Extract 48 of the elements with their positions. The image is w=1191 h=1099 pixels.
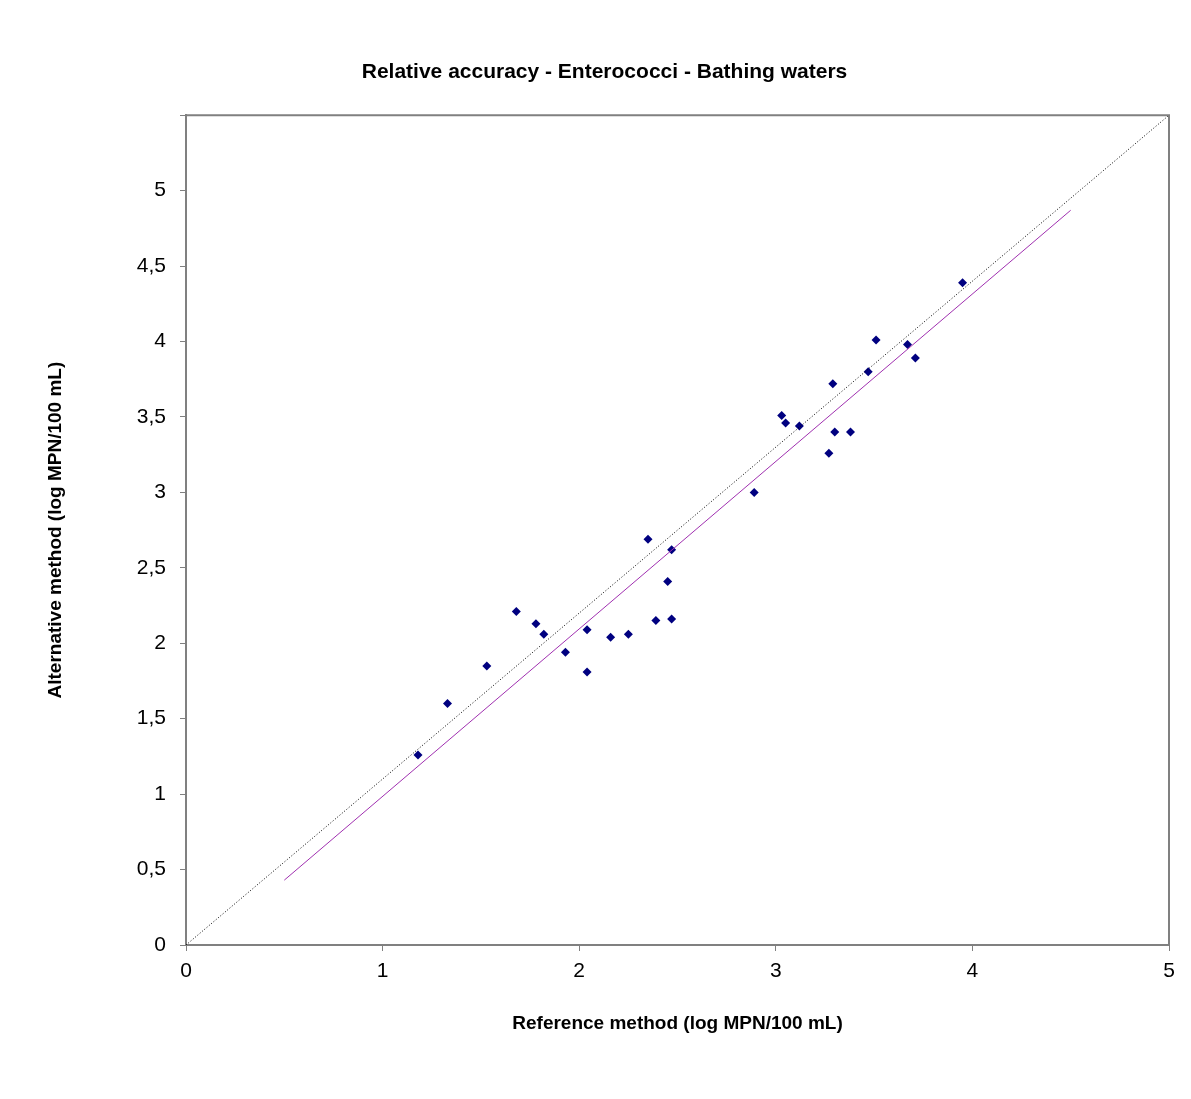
point	[606, 632, 616, 642]
point	[511, 607, 521, 617]
y-tick-label: 1,5	[136, 705, 166, 729]
point	[531, 619, 541, 629]
point	[413, 750, 423, 760]
x-tick-label: 1	[376, 958, 389, 982]
point	[794, 421, 804, 431]
point	[777, 410, 787, 420]
point	[442, 699, 452, 709]
y-tick-label: 0	[154, 931, 166, 955]
point	[781, 418, 791, 428]
point	[560, 647, 570, 657]
x-tick-label: 3	[769, 958, 782, 982]
point	[958, 278, 968, 288]
point	[910, 353, 920, 363]
y-tick-label: 3,5	[136, 403, 166, 427]
point	[539, 629, 549, 639]
x-axis-title: Reference method (log MPN/100 mL)	[512, 1011, 843, 1033]
point	[824, 448, 834, 458]
y-tick-label: 4	[154, 328, 167, 352]
chart-title: Relative accuracy - Enterococci - Bathing waters	[361, 59, 848, 83]
point	[830, 427, 840, 437]
y-axis-title: Alternative method (log MPN/100 mL)	[43, 361, 65, 699]
x-tick-label: 0	[180, 958, 192, 982]
x-tick-label: 2	[573, 958, 586, 982]
y-tick-label: 4,5	[136, 252, 166, 276]
point	[846, 427, 856, 437]
point	[663, 576, 673, 586]
y-tick-label: 3	[154, 479, 166, 503]
point	[651, 616, 661, 626]
x-tick-label: 5	[1163, 958, 1175, 982]
point	[667, 614, 677, 624]
point	[871, 335, 881, 345]
y-tick-label: 2,5	[136, 554, 166, 578]
point	[582, 625, 592, 635]
y-tick-label: 5	[154, 177, 166, 201]
point	[623, 629, 633, 639]
y-tick-label: 1	[154, 780, 166, 804]
y-tick-label: 2	[154, 630, 166, 654]
point	[828, 379, 838, 389]
point	[643, 534, 653, 544]
x-tick-label: 4	[966, 958, 979, 982]
y-tick-label: 0,5	[136, 856, 166, 880]
point	[863, 367, 873, 377]
point	[482, 661, 492, 671]
point	[582, 667, 592, 677]
point	[903, 340, 913, 350]
point	[749, 487, 759, 497]
